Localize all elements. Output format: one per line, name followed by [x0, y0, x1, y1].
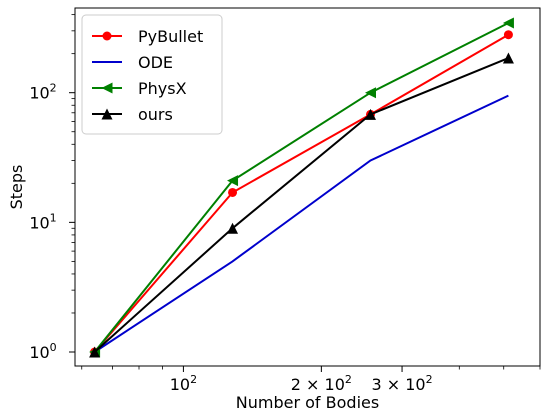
y-tick-label: 101 [29, 211, 56, 232]
series-line-ode [94, 94, 509, 353]
y-tick-label: 100 [29, 341, 56, 362]
series-line-physx [93, 22, 509, 353]
legend-marker [101, 82, 113, 94]
legend-item-ode: ODE [92, 53, 173, 72]
legend-item-ours: ours [92, 105, 173, 124]
data-point [364, 87, 376, 99]
legend-label: ours [138, 105, 173, 124]
data-point [228, 187, 238, 197]
x-axis-label: Number of Bodies [236, 393, 379, 412]
x-tick-label: 3 × 102 [371, 373, 432, 394]
series-line-ours [93, 57, 509, 353]
legend: PyBullet ODE PhysX ours [81, 14, 223, 135]
x-tick-label: 102 [170, 373, 197, 394]
legend-label: PyBullet [138, 27, 203, 46]
legend-item-pybullet: PyBullet [92, 27, 203, 46]
data-point [502, 52, 514, 64]
x-tick-label: 2 × 102 [291, 373, 352, 394]
series-ours [89, 52, 514, 358]
data-point [364, 108, 376, 120]
series-ode [94, 94, 509, 353]
legend-item-physx: PhysX [92, 79, 187, 98]
legend-label: PhysX [138, 79, 187, 98]
legend-label: ODE [138, 53, 173, 72]
axes-layer: 102 2 × 102 3 × 102 100 101 102 [29, 7, 541, 394]
data-point [89, 346, 101, 358]
data-point [227, 222, 239, 234]
data-point [502, 17, 514, 29]
legend-marker [101, 108, 113, 120]
series-layer [89, 17, 514, 358]
series-line-pybullet [93, 33, 509, 353]
y-axis-label: Steps [7, 165, 26, 210]
data-point [227, 175, 239, 187]
legend-marker [102, 31, 112, 41]
y-tick-label: 102 [29, 82, 56, 103]
data-point [503, 30, 513, 40]
legend-box [81, 14, 223, 135]
plot-frame [74, 7, 541, 367]
